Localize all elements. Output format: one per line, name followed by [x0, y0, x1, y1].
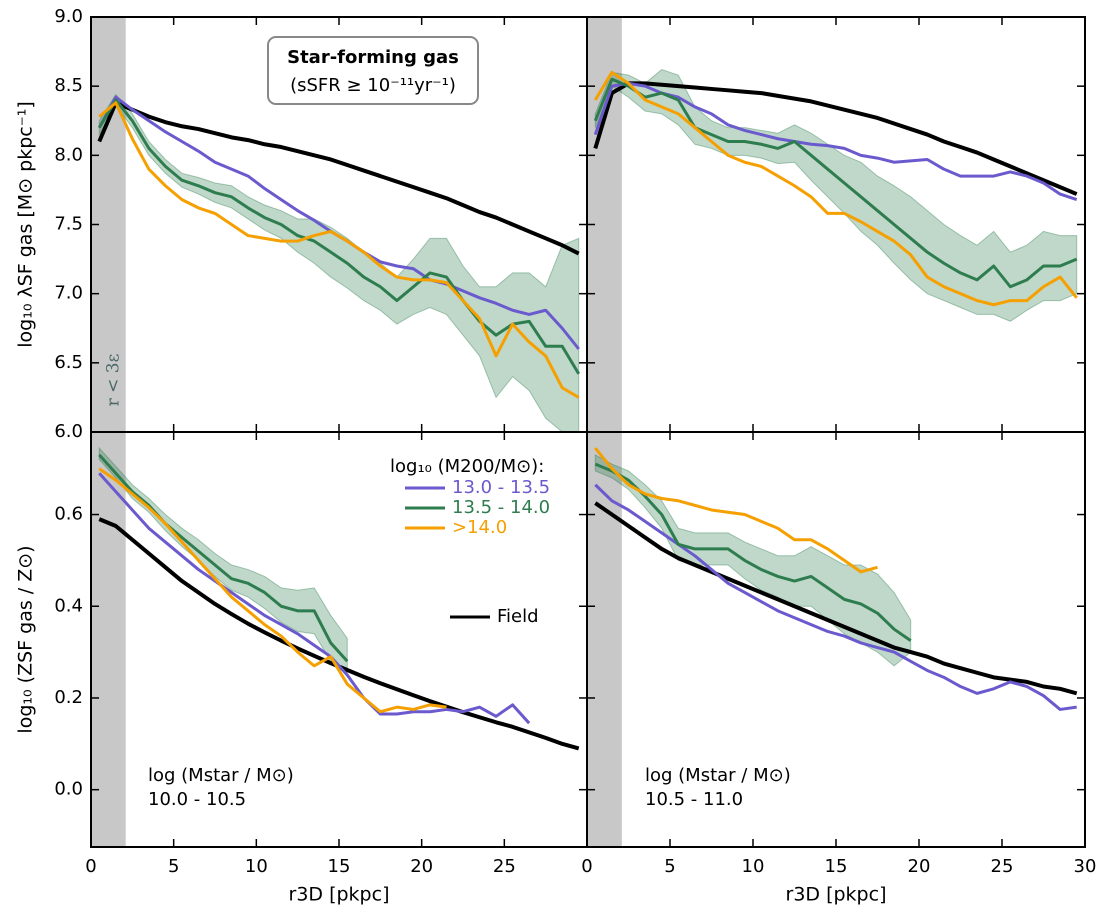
annotation: log (Mstar / M⊙)	[148, 765, 294, 786]
x-tick-label: 20	[908, 856, 931, 877]
y-tick-label: 7.5	[54, 214, 83, 235]
shaded-region	[587, 432, 622, 847]
shaded-region	[91, 432, 126, 847]
x-tick-label: 20	[410, 856, 433, 877]
annotation: 10.5 - 11.0	[645, 789, 743, 810]
legend-label: Field	[497, 606, 539, 627]
series-line	[98, 472, 531, 725]
annotation: (sSFR ≥ 10⁻¹¹yr⁻¹)	[290, 75, 456, 96]
series-line	[98, 453, 349, 663]
series-line	[594, 501, 1078, 696]
legend-label: >14.0	[452, 517, 507, 538]
series-line	[594, 70, 1078, 307]
series-line	[98, 101, 580, 399]
series-line	[97, 100, 580, 256]
x-tick-label: 15	[328, 856, 351, 877]
y-tick-label: 0.6	[54, 504, 83, 525]
series-line	[593, 77, 1078, 289]
annotation-box	[267, 36, 479, 105]
x-tick-label: 0	[85, 856, 96, 877]
annotation: log (Mstar / M⊙)	[645, 765, 791, 786]
y-tick-label: 8.5	[54, 75, 83, 96]
legend-title: log₁₀ (M200/M⊙):	[390, 456, 544, 477]
x-tick-label: 10	[742, 856, 765, 877]
x-axis-label: r3D [pkpc]	[289, 884, 390, 906]
shade-label: r < 3ε	[104, 353, 124, 406]
x-tick-label: 5	[664, 856, 675, 877]
plot-area	[91, 432, 580, 847]
legend-label: 13.0 - 13.5	[452, 477, 550, 498]
x-tick-label: 25	[991, 856, 1014, 877]
y-tick-label: 0.4	[54, 595, 83, 616]
y-tick-label: 0.0	[54, 779, 83, 800]
uncertainty-band	[98, 93, 580, 432]
y-tick-label: 6.0	[54, 421, 83, 442]
x-axis-label: r3D [pkpc]	[786, 884, 887, 906]
series-line	[593, 81, 1078, 202]
y-tick-label: 6.5	[54, 352, 83, 373]
y-tick-label: 9.0	[54, 6, 83, 27]
x-tick-label: 0	[581, 856, 592, 877]
annotation: 10.0 - 10.5	[148, 789, 246, 810]
plot-area	[587, 17, 1078, 432]
series-line	[594, 462, 912, 642]
y-tick-label: 7.0	[54, 283, 83, 304]
y-axis-label: log₁₀ (ZSF gas / Z⊙)	[15, 545, 37, 733]
x-tick-label: 10	[245, 856, 268, 877]
x-tick-label: 15	[825, 856, 848, 877]
series-line	[98, 467, 447, 714]
y-axis-label: log₁₀ λSF gas [M⊙ pkpc⁻¹]	[15, 101, 37, 348]
series-line	[594, 447, 878, 574]
legend-label: 13.5 - 14.0	[452, 497, 550, 518]
x-tick-label: 30	[1074, 856, 1097, 877]
y-tick-label: 0.2	[54, 687, 83, 708]
y-tick-label: 8.0	[54, 144, 83, 165]
plot-area	[587, 432, 1078, 847]
uncertainty-band	[594, 69, 1078, 322]
x-tick-label: 25	[493, 856, 516, 877]
annotation: Star-forming gas	[287, 47, 459, 68]
series-line	[97, 98, 581, 375]
x-tick-label: 5	[168, 856, 179, 877]
series-line	[593, 81, 1078, 196]
